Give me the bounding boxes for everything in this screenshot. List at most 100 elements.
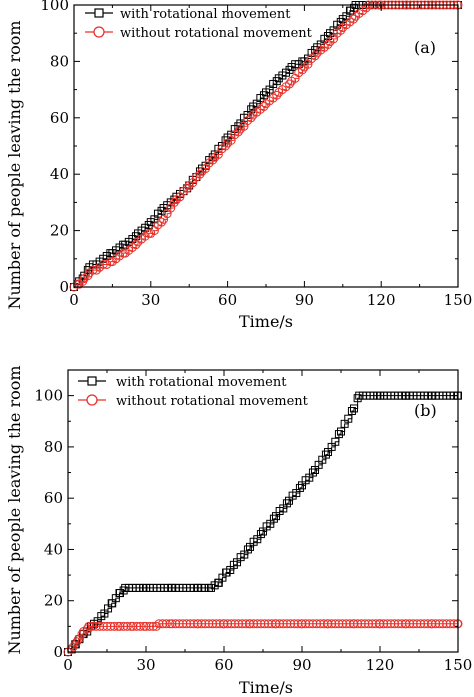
data-point-circle [412, 619, 422, 629]
data-point-circle [349, 14, 359, 24]
y-tick-label: 100 [34, 387, 63, 405]
data-point-circle [312, 619, 322, 629]
data-point-square [331, 437, 340, 446]
data-point-square [247, 105, 256, 114]
data-point-circle [195, 169, 205, 179]
data-point-circle [308, 619, 318, 629]
data-point-circle [282, 619, 292, 629]
data-point-circle [297, 65, 307, 75]
x-tick-label: 0 [63, 656, 73, 674]
panel-b: 0 30 60 90 120 150 0 20 40 60 80 100 Time/s Number … [5, 365, 472, 697]
data-point-square [131, 232, 140, 241]
data-point-circle [145, 621, 155, 631]
legend-entry-with-rotational-movement: with rotational movement [78, 375, 287, 390]
legend-circle-marker [86, 394, 98, 406]
data-point-circle [386, 619, 396, 629]
data-point-square [295, 483, 304, 492]
data-point-circle [128, 621, 138, 631]
data-point-square [144, 220, 153, 229]
data-point-square [350, 404, 358, 413]
data-point-circle [256, 619, 266, 629]
data-point-circle [109, 621, 119, 631]
data-point-square [334, 430, 343, 439]
data-point-circle [336, 25, 346, 35]
data-point-square [157, 206, 166, 215]
y-tick-label: 0 [59, 278, 69, 296]
data-point-square [321, 450, 330, 459]
y-tick-label: 80 [44, 438, 63, 456]
legend-label-without: without rotational movement [120, 26, 313, 41]
data-point-circle [126, 621, 136, 631]
data-point-square [308, 468, 317, 477]
data-point-circle [323, 619, 333, 629]
data-point-circle [327, 619, 337, 629]
x-tick-label: 30 [141, 291, 160, 309]
data-point-square [221, 136, 230, 145]
data-point-circle [382, 619, 392, 629]
data-point-circle [360, 619, 370, 629]
x-tick-label: 150 [444, 291, 473, 309]
data-point-square [336, 17, 345, 26]
data-point-square [282, 499, 291, 508]
y-tick-label: 40 [50, 165, 69, 183]
panel-a-x-axis-title: Time/s [239, 312, 293, 331]
data-point-circle [249, 619, 259, 629]
data-point-circle [260, 619, 270, 629]
x-tick-label: 0 [69, 291, 79, 309]
data-point-circle [272, 90, 282, 100]
data-point-circle [102, 621, 112, 631]
panel-a: 0 30 60 90 120 150 0 20 40 60 80 100 Time/s Number … [5, 0, 472, 331]
data-point-square [347, 407, 356, 416]
data-point-circle [208, 155, 218, 165]
data-point-circle [84, 621, 94, 631]
data-point-circle [285, 79, 295, 89]
data-point-circle [310, 51, 320, 61]
data-point-square [344, 414, 353, 423]
data-point-circle [286, 619, 296, 629]
data-point-circle [416, 619, 426, 629]
data-point-circle [364, 619, 374, 629]
data-point-square [119, 586, 128, 595]
data-point-circle [271, 619, 281, 629]
data-point-circle [161, 619, 171, 629]
data-point-circle [122, 621, 132, 631]
legend-entry-without-rotational-movement: without rotational movement [78, 394, 309, 409]
legend-square-marker [87, 376, 97, 386]
data-point-square [243, 545, 252, 554]
panel-a-y-axis-title: Number of people leaving the room [5, 20, 24, 309]
data-point-circle [221, 141, 231, 151]
data-point-circle [405, 619, 415, 629]
data-point-circle [174, 619, 184, 629]
data-point-circle [119, 621, 129, 631]
y-tick-label: 20 [44, 592, 63, 610]
data-point-circle [427, 619, 437, 629]
legend-entry-with-rotational-movement: with rotational movement [85, 7, 291, 22]
panel-b-x-axis-title: Time/s [239, 678, 293, 697]
data-point-circle [106, 621, 116, 631]
x-tick-label: 150 [444, 656, 473, 674]
data-point-square [256, 530, 265, 539]
y-tick-label: 20 [50, 222, 69, 240]
data-point-circle [246, 113, 256, 123]
data-point-circle [297, 619, 307, 629]
data-point-circle [91, 621, 101, 631]
data-point-circle [208, 619, 218, 629]
legend-label-without: without rotational movement [116, 394, 309, 409]
data-point-circle [230, 619, 240, 629]
data-point-circle [98, 621, 108, 631]
data-point-circle [178, 619, 188, 629]
plot-frame [67, 369, 459, 653]
data-point-circle [165, 619, 175, 629]
data-point-circle [353, 619, 363, 629]
data-point-circle [252, 619, 262, 629]
data-point-square [269, 514, 278, 523]
data-point-circle [151, 621, 161, 631]
data-point-circle [182, 183, 192, 193]
data-point-circle [158, 619, 168, 629]
data-point-circle [323, 39, 333, 49]
legend-entry-without-rotational-movement: without rotational movement [85, 26, 313, 41]
data-point-circle [223, 619, 233, 629]
panel-a-plot-area [69, 0, 463, 292]
data-point-circle [77, 629, 87, 639]
data-point-circle [148, 621, 158, 631]
